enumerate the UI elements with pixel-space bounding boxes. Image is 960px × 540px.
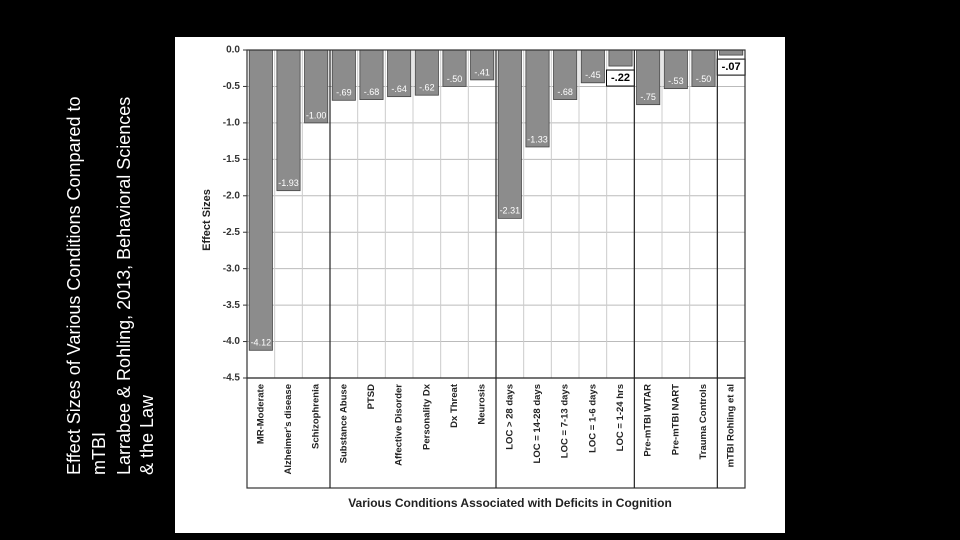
y-tick-label: -1.5 (223, 154, 241, 165)
x-tick-label: Schizophrenia (311, 383, 322, 449)
y-tick-label: -1.0 (223, 118, 241, 129)
y-tick-label: -4.0 (223, 336, 241, 347)
value-label: -.50 (696, 74, 712, 84)
bar (276, 49, 301, 192)
bar (608, 49, 633, 67)
bar (248, 49, 273, 351)
x-tick-label: Trauma Controls (698, 384, 709, 460)
x-tick-label: LOC = 1-6 days (587, 384, 598, 453)
x-tick-label: Affective Disorder (394, 384, 405, 466)
slide-title-line: Larrabee & Rohling, 2013, Behavioral Sci… (114, 97, 134, 475)
value-label: -1.00 (306, 110, 327, 120)
value-label: -.41 (474, 67, 490, 77)
slide-title: Effect Sizes of Various Conditions Compa… (64, 96, 157, 475)
value-label: -.22 (611, 72, 630, 84)
y-tick-label: -0.5 (223, 81, 241, 92)
x-axis-label: Various Conditions Associated with Defic… (348, 496, 672, 510)
y-tick-label: -2.5 (223, 227, 241, 238)
x-tick-label: Pre-mTBI WTAR (643, 384, 654, 457)
value-label: -.69 (336, 88, 352, 98)
slide-title-line: mTBI (89, 432, 109, 475)
value-label: -.75 (640, 92, 656, 102)
slide-title-line: Effect Sizes of Various Conditions Compa… (64, 96, 84, 475)
value-label: -4.12 (251, 338, 272, 348)
value-label: -.45 (585, 70, 601, 80)
slide-title-line: & the Law (137, 394, 157, 475)
x-tick-label: LOC = 1-24 hrs (615, 384, 626, 451)
x-tick-label: Pre-mTBI NART (670, 384, 681, 455)
value-label: -.64 (391, 84, 407, 94)
x-tick-label: Neurosis (477, 384, 488, 425)
y-axis-label: Effect Sizes (201, 189, 213, 251)
x-tick-label: PTSD (366, 384, 377, 409)
value-label: -2.31 (500, 206, 521, 216)
x-tick-label: LOC = 7-13 days (560, 384, 571, 458)
value-label: -.62 (419, 83, 435, 93)
value-label: -.68 (557, 87, 573, 97)
value-label: -1.93 (278, 178, 299, 188)
value-label: -.50 (447, 74, 463, 84)
value-label: -.53 (668, 76, 684, 86)
y-tick-label: -2.0 (223, 190, 241, 201)
x-tick-label: Personality Dx (421, 383, 432, 450)
bar (719, 49, 744, 56)
value-label: -1.33 (527, 134, 548, 144)
value-label: -.68 (364, 87, 380, 97)
x-tick-label: LOC > 28 days (504, 384, 515, 450)
value-label: -.07 (722, 61, 741, 73)
x-tick-label: mTBI Rohling et al (726, 384, 737, 467)
x-tick-label: LOC = 14-28 days (532, 384, 543, 463)
y-tick-label: -3.5 (223, 300, 241, 311)
x-tick-label: Substance Abuse (338, 384, 349, 463)
x-tick-label: Alzheimer's disease (283, 384, 294, 474)
x-tick-label: MR-Moderate (255, 384, 266, 444)
x-tick-label: Dx Threat (449, 383, 460, 428)
bar (497, 49, 522, 219)
y-tick-label: -3.0 (223, 263, 241, 274)
y-tick-label: -4.5 (223, 373, 241, 384)
y-tick-label: 0.0 (226, 45, 240, 56)
bar (525, 49, 550, 148)
